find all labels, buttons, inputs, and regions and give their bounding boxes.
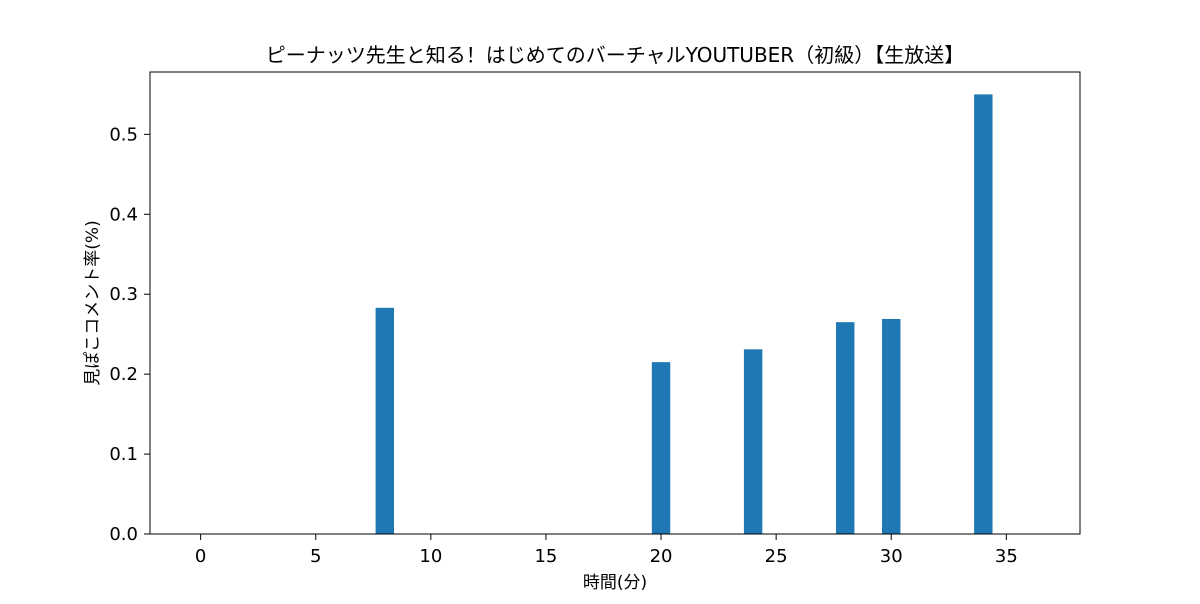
- plot-frame: [149, 71, 1081, 535]
- x-tick-label: 35: [995, 546, 1018, 567]
- x-tick-label: 25: [765, 546, 788, 567]
- x-axis-label: 時間(分): [583, 573, 647, 593]
- y-axis-label: 見ぽこコメント率(%): [83, 220, 103, 385]
- y-tick-label: 0.4: [109, 204, 138, 225]
- bars-group: [375, 94, 993, 534]
- y-tick-label: 0.0: [109, 524, 138, 545]
- x-tick-label: 0: [195, 546, 206, 567]
- y-tick-label: 0.1: [109, 444, 138, 465]
- bar-8: [375, 307, 395, 534]
- x-tick-label: 5: [310, 546, 321, 567]
- bar-28: [835, 322, 855, 534]
- y-tick-label: 0.5: [109, 124, 138, 145]
- bar-34: [974, 94, 993, 534]
- bar-20: [651, 362, 671, 534]
- x-tick-label: 20: [650, 546, 673, 567]
- x-tick-label: 30: [880, 546, 903, 567]
- y-tick-label: 0.2: [109, 364, 138, 385]
- y-axis-ticks: 0.0 0.1 0.2 0.3 0.4 0.5: [109, 124, 150, 545]
- x-tick-label: 15: [534, 546, 557, 567]
- bar-24: [743, 349, 763, 534]
- x-tick-label: 10: [419, 546, 442, 567]
- x-axis-ticks: 0 5 10 15 20 25 30 35: [195, 534, 1018, 567]
- chart-title: ピーナッツ先生と知る！はじめてのバーチャルYOUTUBER（初級）【生放送】: [266, 43, 964, 67]
- y-tick-label: 0.3: [109, 284, 138, 305]
- bar-30: [882, 318, 901, 534]
